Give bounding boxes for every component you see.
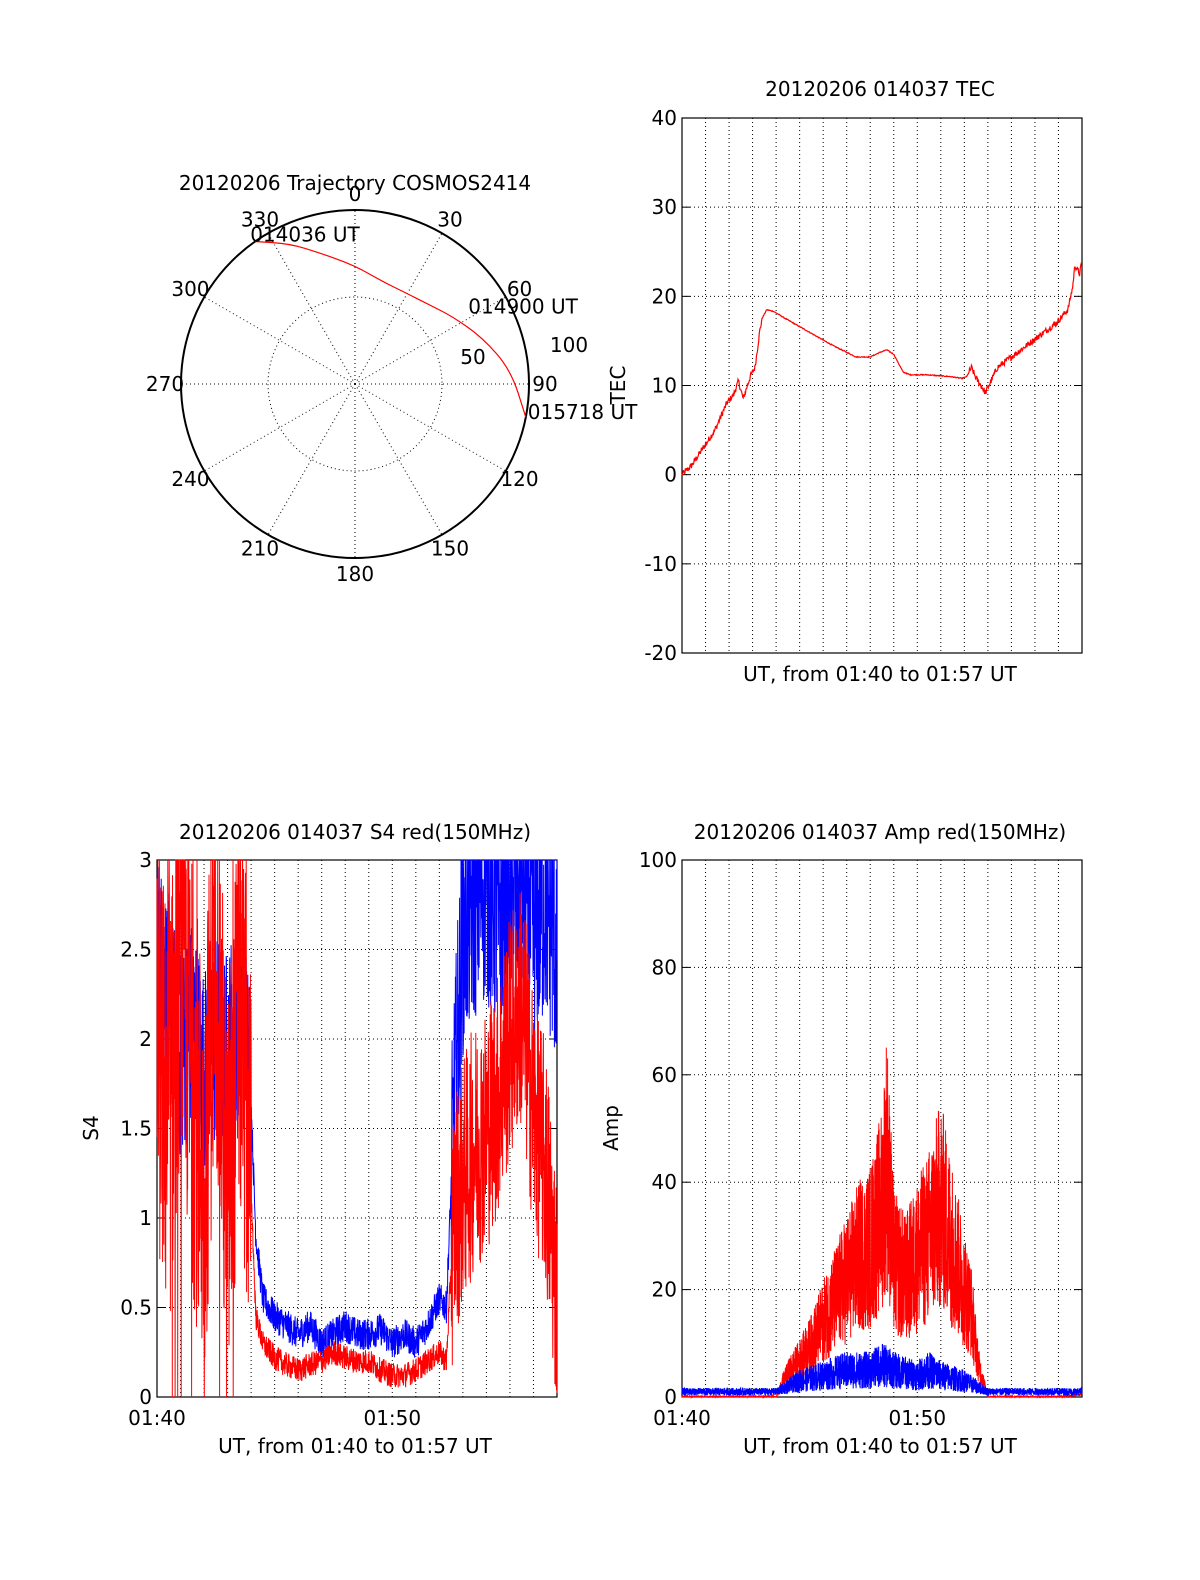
polar-grid-spoke: [267, 383, 356, 535]
s4-ytick-label: 2.5: [120, 938, 152, 962]
s4-xlabel: UT, from 01:40 to 01:57 UT: [218, 1434, 493, 1458]
polar-angle-tick: 180: [336, 562, 374, 586]
polar-time-annotation: 014900 UT: [468, 294, 578, 318]
amp-ytick-label: 0: [664, 1385, 677, 1409]
polar-angle-tick: 270: [146, 372, 184, 396]
polar-trajectory-panel: 20120206 Trajectory COSMOS2414 030609012…: [146, 171, 638, 586]
polar-outer-ring: [180, 209, 530, 559]
s4-ytick-label: 2: [139, 1027, 152, 1051]
tec-ytick-label: -20: [644, 641, 677, 665]
amp-ytick-label: 20: [652, 1278, 677, 1302]
polar-time-annotation: 014036 UT: [250, 222, 360, 246]
s4-ytick-label: 1: [139, 1206, 152, 1230]
polar-grid-spoke: [354, 233, 443, 385]
amp-xlabel: UT, from 01:40 to 01:57 UT: [743, 1434, 1018, 1458]
s4-ytick-label: 1.5: [120, 1117, 152, 1141]
amp-blue-series-line: [681, 1343, 1083, 1397]
polar-angle-tick: 30: [437, 207, 462, 231]
tec-ytick-label: -10: [644, 552, 677, 576]
polar-grid-ring: [267, 296, 443, 472]
polar-grid-spoke: [204, 383, 356, 472]
tec-ytick-label: 0: [664, 463, 677, 487]
amp-ytick-label: 40: [652, 1170, 677, 1194]
polar-grid-spoke: [204, 296, 356, 385]
amp-ytick-label: 100: [639, 848, 677, 872]
polar-angle-tick: 90: [532, 372, 557, 396]
polar-angle-tick: 60: [507, 277, 532, 301]
amp-ytick-label: 60: [652, 1063, 677, 1087]
polar-angle-tick: 210: [241, 537, 279, 561]
s4-xtick-label: 01:40: [128, 1406, 186, 1430]
amp-panel: 20120206 014037 Amp red(150MHz) UT, from…: [599, 820, 1083, 1458]
tec-panel: 20120206 014037 TEC UT, from 01:40 to 01…: [606, 77, 1083, 686]
s4-red-series-line: [156, 859, 558, 1398]
tec-title: 20120206 014037 TEC: [765, 77, 995, 101]
polar-angle-tick: 330: [241, 207, 279, 231]
polar-grid-spoke: [354, 383, 443, 535]
tec-ylabel: TEC: [606, 366, 630, 406]
tec-ytick-label: 40: [652, 106, 677, 130]
s4-panel: 20120206 014037 S4 red(150MHz) UT, from …: [79, 820, 558, 1458]
polar-angle-tick: 0: [349, 182, 362, 206]
tec-xlabel: UT, from 01:40 to 01:57 UT: [743, 662, 1018, 686]
polar-grid-spoke: [267, 233, 356, 385]
polar-grid-spoke: [354, 296, 506, 385]
tec-series-line: [681, 261, 1083, 476]
amp-xtick-label: 01:50: [888, 1406, 946, 1430]
polar-radial-tick: 100: [550, 333, 588, 357]
amp-plot-frame: [681, 859, 1083, 1398]
amp-xtick-label: 01:40: [653, 1406, 711, 1430]
polar-radial-tick: 50: [460, 345, 485, 369]
amp-ytick-label: 80: [652, 955, 677, 979]
polar-trajectory-line: [255, 240, 527, 418]
polar-angle-tick: 150: [431, 537, 469, 561]
amp-ylabel: Amp: [599, 1105, 623, 1151]
tec-ytick-label: 10: [652, 374, 677, 398]
s4-xtick-label: 01:50: [363, 1406, 421, 1430]
s4-ytick-label: 0.5: [120, 1296, 152, 1320]
polar-time-annotation: 015718 UT: [528, 400, 638, 424]
s4-ytick-label: 0: [139, 1385, 152, 1409]
s4-title: 20120206 014037 S4 red(150MHz): [179, 820, 531, 844]
tec-ytick-label: 30: [652, 195, 677, 219]
s4-ylabel: S4: [79, 1115, 103, 1140]
amp-red-series-line: [681, 1047, 1083, 1399]
s4-ytick-label: 3: [139, 848, 152, 872]
polar-title: 20120206 Trajectory COSMOS2414: [179, 171, 531, 195]
amp-title: 20120206 014037 Amp red(150MHz): [694, 820, 1066, 844]
polar-grid-spoke: [354, 383, 506, 472]
tec-ytick-label: 20: [652, 284, 677, 308]
